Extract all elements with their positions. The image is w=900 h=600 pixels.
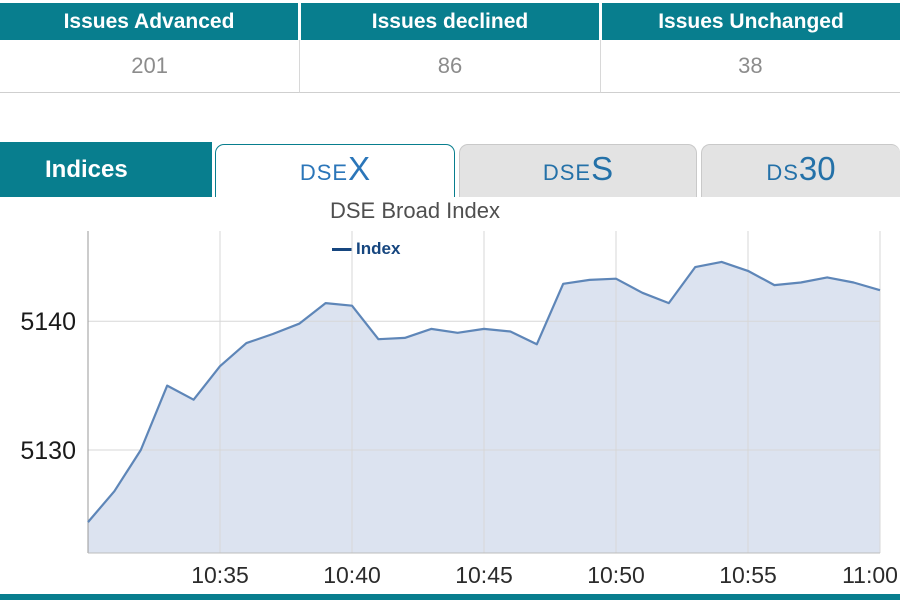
- tab-dsex-label: DSE: [299, 160, 349, 185]
- tab-dses[interactable]: DSES: [459, 144, 697, 197]
- svg-text:10:45: 10:45: [455, 562, 513, 588]
- bottom-accent-bar: [0, 594, 900, 600]
- chart-section: DSE Broad Index Index 5130 5140 10:35 10:40…: [0, 197, 900, 595]
- chart-title: DSE Broad Index: [330, 198, 500, 223]
- svg-text:10:35: 10:35: [191, 562, 249, 588]
- issues-unchanged-value: 38: [600, 40, 900, 93]
- legend-label: Index: [356, 239, 401, 258]
- tab-dses-label-suffix: S: [591, 150, 614, 187]
- summary-table-header-row: Issues Advanced Issues declined Issues U…: [0, 0, 900, 40]
- col-header-issues-advanced: Issues Advanced: [0, 3, 301, 40]
- tab-ds30-label: DS: [766, 160, 799, 185]
- tab-ds30-label-suffix: 30: [798, 150, 836, 187]
- col-header-issues-unchanged: Issues Unchanged: [602, 3, 900, 40]
- svg-text:5130: 5130: [20, 437, 76, 465]
- summary-table-value-row: 201 86 38: [0, 40, 900, 93]
- col-header-issues-declined: Issues declined: [301, 3, 602, 40]
- svg-text:10:55: 10:55: [719, 562, 777, 588]
- indices-label: Indices: [0, 142, 212, 197]
- tab-dsex-label-suffix: X: [348, 150, 371, 187]
- issues-declined-value: 86: [300, 40, 601, 93]
- index-area-chart: 5130 5140 10:35 10:40 10:45 10:50 10:55 11:00: [20, 231, 898, 588]
- tab-dsex[interactable]: DSEX: [215, 144, 455, 197]
- tab-ds30[interactable]: DS30: [701, 144, 900, 197]
- svg-text:5140: 5140: [20, 308, 76, 336]
- indices-tab-bar: Indices DSEX DSES DS30: [0, 142, 900, 197]
- legend-line-icon: [332, 247, 352, 251]
- svg-text:10:40: 10:40: [323, 562, 381, 588]
- chart-legend: Index: [332, 239, 400, 259]
- svg-text:10:50: 10:50: [587, 562, 645, 588]
- issues-summary-table: Issues Advanced Issues declined Issues U…: [0, 0, 900, 93]
- issues-advanced-value: 201: [0, 40, 301, 93]
- svg-text:11:00: 11:00: [842, 562, 898, 588]
- tab-dses-label: DSE: [542, 160, 592, 185]
